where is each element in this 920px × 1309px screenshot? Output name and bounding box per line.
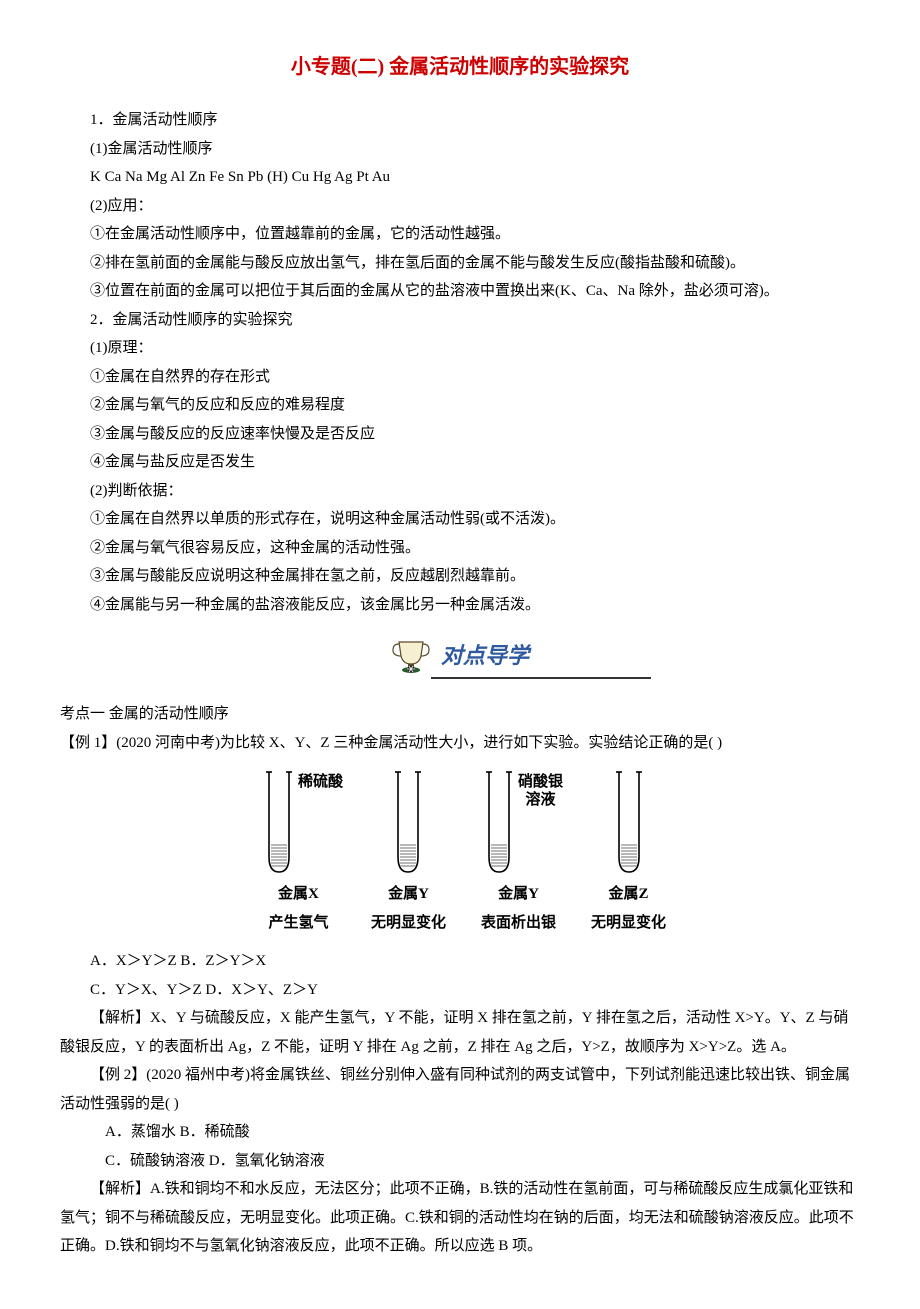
heading-2: 2．金属活动性顺序的实验探究 <box>60 306 860 335</box>
answer-1b: C．Y＞X、Y＞Z D．X＞Y、Z＞Y <box>60 976 860 1005</box>
tube-1: 稀硫酸金属X产生氢气 <box>254 767 343 937</box>
test-tube-icon <box>383 767 433 877</box>
test-tube-icon <box>604 767 654 877</box>
explanation-1: 【解析】X、Y 与硫酸反应，X 能产生氢气，Y 不能，证明 X 排在氢之前，Y … <box>60 1004 860 1061</box>
banner-text: 对点导学 <box>441 635 529 677</box>
test-tube-icon <box>474 767 524 877</box>
phenomenon-label: 产生氢气 <box>268 909 328 938</box>
exam-point-1: 考点一 金属的活动性顺序 <box>60 700 860 729</box>
trophy-icon <box>391 638 431 674</box>
heading-1: 1．金属活动性顺序 <box>60 106 860 135</box>
banner-underline <box>431 677 651 679</box>
example-2: 【例 2】(2020 福州中考)将金属铁丝、铜丝分别伸入盛有同种试剂的两支试管中… <box>60 1061 860 1118</box>
app-2: ②排在氢前面的金属能与酸反应放出氢气，排在氢后面的金属不能与酸发生反应(酸指盐酸… <box>60 249 860 278</box>
metal-label: 金属Y <box>388 880 429 909</box>
phenomenon-label: 表面析出银 <box>481 909 556 938</box>
metal-label: 金属Y <box>498 880 539 909</box>
sub-1-1: (1)金属活动性顺序 <box>60 135 860 164</box>
page-title: 小专题(二) 金属活动性顺序的实验探究 <box>60 48 860 86</box>
app-3: ③位置在前面的金属可以把位于其后面的金属从它的盐溶液中置换出来(K、Ca、Na … <box>60 277 860 306</box>
reagent-label: 硝酸银溶液 <box>518 773 563 809</box>
basis-3: ③金属与酸能反应说明这种金属排在氢之前，反应越剧烈越靠前。 <box>60 562 860 591</box>
answer-1a: A．X＞Y＞Z B．Z＞Y＞X <box>60 947 860 976</box>
sub-2-1: (1)原理： <box>60 334 860 363</box>
section-banner: 对点导学 <box>60 635 860 684</box>
sub-2-2: (2)判断依据： <box>60 477 860 506</box>
basis-1: ①金属在自然界以单质的形式存在，说明这种金属活动性弱(或不活泼)。 <box>60 505 860 534</box>
principle-2: ②金属与氧气的反应和反应的难易程度 <box>60 391 860 420</box>
tube-3: 硝酸银溶液金属Y表面析出银 <box>474 767 563 937</box>
sub-1-2: (2)应用： <box>60 192 860 221</box>
answer-2a: A．蒸馏水 B．稀硫酸 <box>60 1118 860 1147</box>
principle-1: ①金属在自然界的存在形式 <box>60 363 860 392</box>
basis-4: ④金属能与另一种金属的盐溶液能反应，该金属比另一种金属活泼。 <box>60 591 860 620</box>
phenomenon-label: 无明显变化 <box>591 909 666 938</box>
tube-2: 金属Y无明显变化 <box>371 767 446 937</box>
test-tube-icon <box>254 767 304 877</box>
example-1: 【例 1】(2020 河南中考)为比较 X、Y、Z 三种金属活动性大小，进行如下… <box>60 729 860 758</box>
app-1: ①在金属活动性顺序中，位置越靠前的金属，它的活动性越强。 <box>60 220 860 249</box>
experiment-diagram: 稀硫酸金属X产生氢气金属Y无明显变化硝酸银溶液金属Y表面析出银金属Z无明显变化 <box>60 767 860 937</box>
activity-series: K Ca Na Mg Al Zn Fe Sn Pb (H) Cu Hg Ag P… <box>60 163 860 192</box>
explanation-2: 【解析】A.铁和铜均不和水反应，无法区分；此项不正确，B.铁的活动性在氢前面，可… <box>60 1175 860 1261</box>
principle-3: ③金属与酸反应的反应速率快慢及是否反应 <box>60 420 860 449</box>
metal-label: 金属Z <box>609 880 649 909</box>
answer-2b: C．硫酸钠溶液 D．氢氧化钠溶液 <box>60 1147 860 1176</box>
metal-label: 金属X <box>278 880 319 909</box>
reagent-label: 稀硫酸 <box>298 773 343 791</box>
basis-2: ②金属与氧气很容易反应，这种金属的活动性强。 <box>60 534 860 563</box>
phenomenon-label: 无明显变化 <box>371 909 446 938</box>
principle-4: ④金属与盐反应是否发生 <box>60 448 860 477</box>
tube-4: 金属Z无明显变化 <box>591 767 666 937</box>
